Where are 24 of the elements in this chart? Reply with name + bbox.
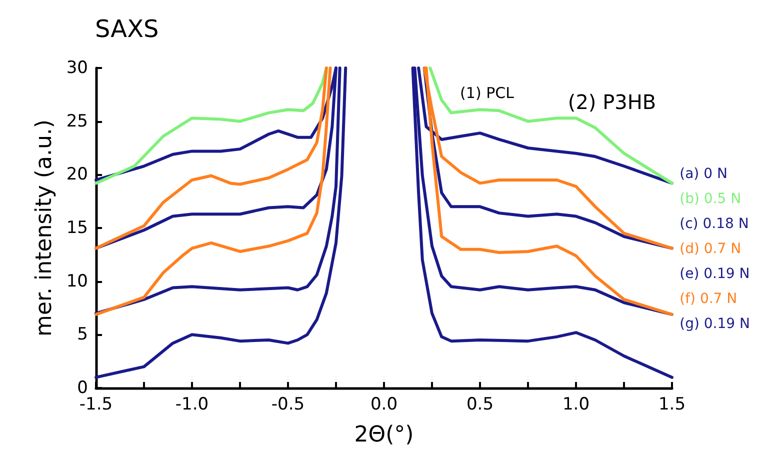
y-tick-label: 25	[66, 111, 88, 132]
y-tick-label: 5	[77, 324, 88, 345]
y-tick-label: 20	[66, 164, 88, 185]
x-axis-title: 2Θ(°)	[354, 422, 414, 448]
y-axis-title: mer. intensity (a.u.)	[32, 120, 57, 336]
annotation: (1) PCL	[460, 84, 515, 102]
x-tick-label: -0.5	[271, 394, 305, 414]
x-tick-label: 0.5	[466, 394, 494, 414]
text: (e) 0.19 N	[680, 266, 750, 282]
y-tick-label: 30	[66, 58, 88, 78]
x-tick-label: 1.5	[658, 394, 686, 414]
series-label: (b) 0.5 N	[680, 191, 742, 207]
text: (g) 0.19 N	[680, 316, 750, 332]
x-tick-label: -1.0	[175, 394, 209, 414]
y-tick-label: 10	[66, 271, 88, 292]
chart-title: SAXS	[95, 15, 159, 43]
x-tick-label: 1.0	[562, 394, 590, 414]
y-tick-label: 15	[66, 218, 88, 238]
annotation: (2) P3HB	[568, 90, 656, 114]
series-label: (d) 0.7 N	[680, 241, 742, 257]
series-label: (a) 0 N	[680, 166, 728, 182]
series-label: (f) 0.7 N	[680, 291, 738, 307]
series-label: (c) 0.18 N	[680, 216, 749, 232]
x-tick-label: 0.0	[370, 394, 398, 414]
